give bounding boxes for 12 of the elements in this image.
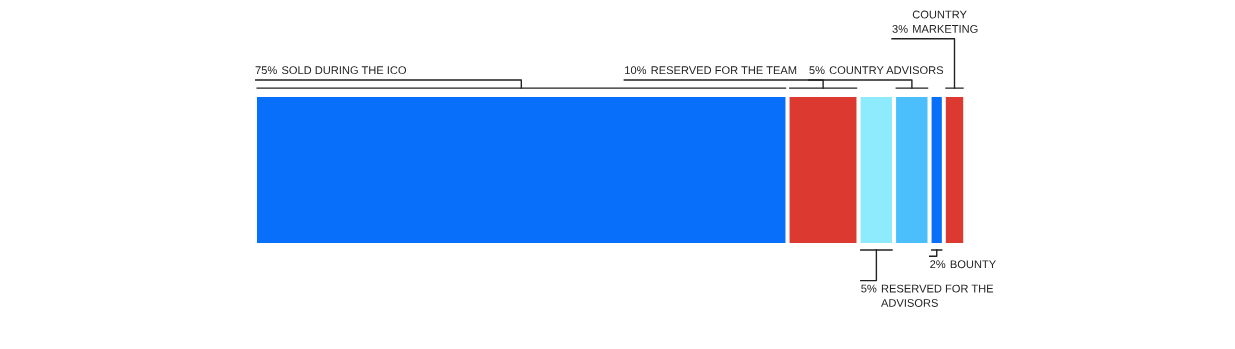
data-label: 75%	[255, 66, 277, 75]
series-label: BOUNTY	[950, 260, 996, 269]
data-label: 5%	[861, 284, 877, 293]
text: COUNTRY MARKETING	[912, 10, 978, 33]
series-label: RESERVED FOR THE TEAM	[651, 66, 797, 75]
data-label: 3%	[892, 24, 908, 33]
text: COUNTRY ADVISORS	[829, 66, 944, 75]
data-label: 5%	[809, 66, 825, 75]
data-label: 2%	[930, 260, 946, 269]
text: RESERVED FOR THE ADVISORS	[881, 284, 994, 307]
data-label: 10%	[625, 66, 647, 75]
series-label: SOLD DURING THE ICO	[281, 66, 407, 75]
